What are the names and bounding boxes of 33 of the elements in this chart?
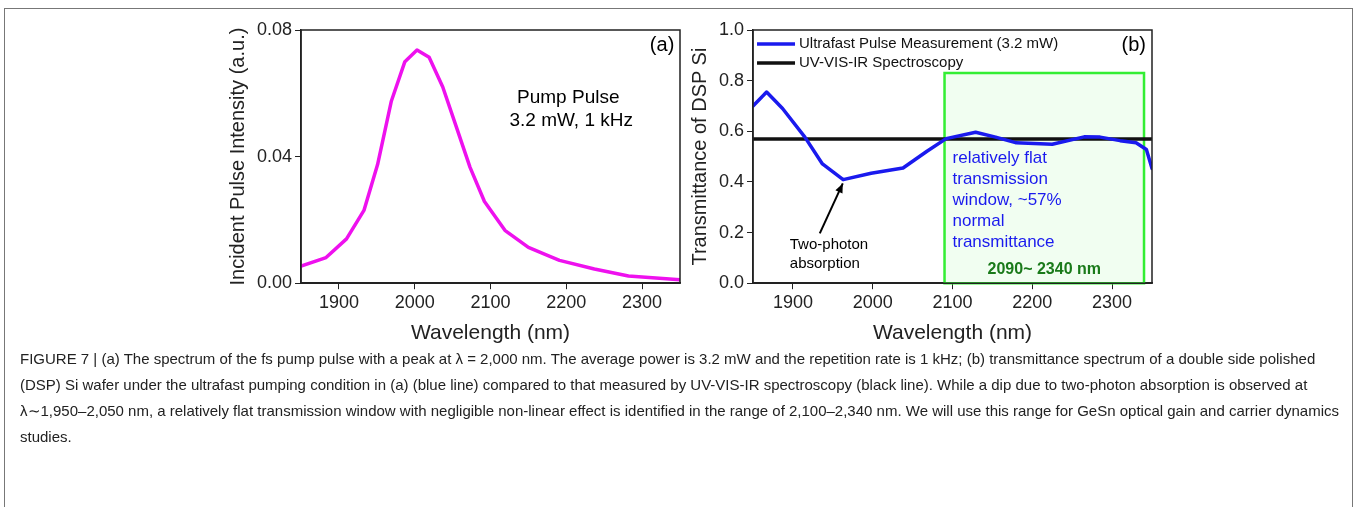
x-tick-label: 1900	[318, 291, 359, 312]
caption: FIGURE 7 | (a) The spectrum of the fs pump pulse with a peak at λ = 2,000 nm. The average power is 3.2 mW and the repetition rate is 1 kHz; (b) transmittance spectrum of a double side polished (DSP) Si wafer under the ultrafast pumping condition in (a) (blue line) compared to that measured by UV-VIS-IR spectroscopy (black line). While a dip due to two-photon absorption is observed at λ∼1,950–2,050 nm, a relatively flat transmission window with negligible non-linear effect is identified in the range of 2,100–2,340 nm. We will use this range for GeSn optical gain and carrier dynamics studies.	[20, 349, 1340, 447]
x-tick-label: 2100	[470, 291, 511, 312]
band-label: 2090~ 2340 nm	[987, 259, 1101, 277]
y-tick-label: 0.00	[256, 272, 293, 293]
y-tick-label: 1.0	[718, 18, 745, 39]
annotation: 3.2 mW, 1 kHz	[509, 108, 633, 130]
x-axis-title: Wavelength (nm)	[872, 320, 1033, 344]
x-tick-label: 2300	[1092, 291, 1133, 312]
x-tick-label: 2200	[546, 291, 587, 312]
annotation: relatively flat transmission window, ~57% normal transmittance	[951, 148, 1062, 252]
annotation: (b)	[1121, 32, 1147, 55]
y-tick-label: 0.04	[256, 145, 293, 166]
y-axis-title: Transmittance of DSP Si	[687, 47, 710, 266]
x-tick-label: 2100	[932, 291, 973, 312]
y-tick-label: 0.08	[256, 18, 293, 39]
legend-label: UV-VIS-IR Spectroscopy	[799, 53, 964, 71]
x-axis-title: Wavelength (nm)	[410, 320, 571, 344]
x-tick-label: 2000	[852, 291, 893, 312]
y-tick-label: 0.6	[718, 120, 745, 141]
y-tick-label: 0.0	[718, 272, 745, 293]
annotation: Two-photon absorption	[789, 235, 869, 272]
x-tick-label: 2300	[622, 291, 663, 312]
legend-label: Ultrafast Pulse Measurement (3.2 mW)	[799, 34, 1059, 52]
y-tick-label: 0.8	[718, 69, 745, 90]
y-tick-label: 0.4	[718, 170, 745, 191]
x-tick-label: 2200	[1012, 291, 1053, 312]
y-tick-label: 0.2	[718, 221, 745, 242]
annotation: Pump Pulse	[517, 85, 620, 107]
annotation: (a)	[649, 32, 675, 55]
x-tick-label: 1900	[772, 291, 813, 312]
x-tick-label: 2000	[394, 291, 435, 312]
y-axis-title: Incident Pulse Intensity (a.u.)	[225, 27, 248, 286]
